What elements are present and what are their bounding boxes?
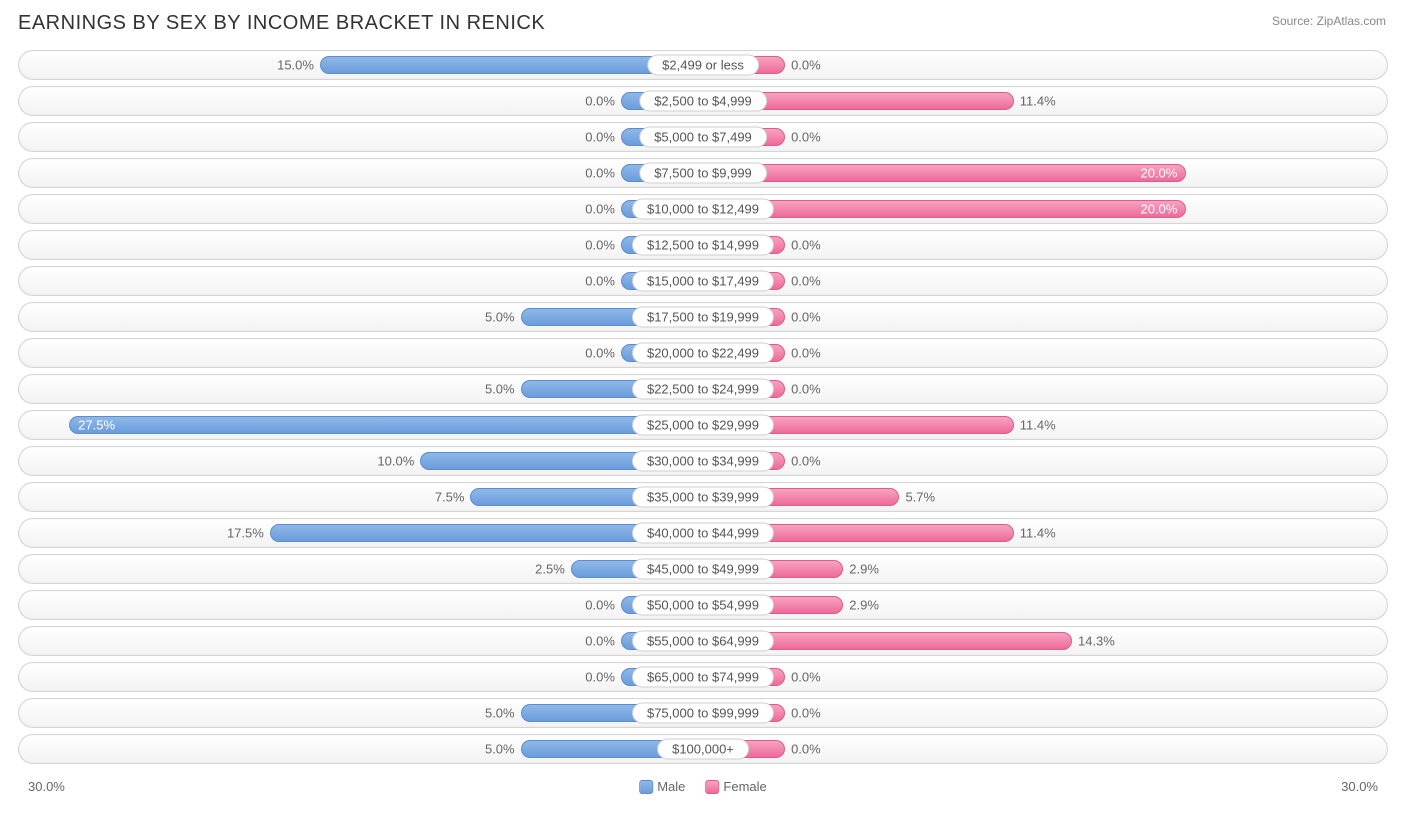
bracket-label: $22,500 to $24,999 xyxy=(632,379,774,400)
female-value-label: 5.7% xyxy=(905,490,935,505)
chart-row: 0.0% 2.9% $50,000 to $54,999 xyxy=(18,590,1388,620)
male-value-label: 0.0% xyxy=(585,598,615,613)
bracket-label: $65,000 to $74,999 xyxy=(632,667,774,688)
chart-row: 0.0% 20.0% $7,500 to $9,999 xyxy=(18,158,1388,188)
female-value-label: 20.0% xyxy=(1140,202,1177,217)
male-value-label: 10.0% xyxy=(377,454,414,469)
chart-row: 0.0% 11.4% $2,500 to $4,999 xyxy=(18,86,1388,116)
chart-row: 27.5% 11.4% $25,000 to $29,999 xyxy=(18,410,1388,440)
axis-legend-row: 30.0% 30.0% Male Female xyxy=(18,779,1388,799)
chart-row: 7.5% 5.7% $35,000 to $39,999 xyxy=(18,482,1388,512)
bracket-label: $17,500 to $19,999 xyxy=(632,307,774,328)
chart-row: 17.5% 11.4% $40,000 to $44,999 xyxy=(18,518,1388,548)
male-value-label: 0.0% xyxy=(585,130,615,145)
chart-row: 0.0% 0.0% $12,500 to $14,999 xyxy=(18,230,1388,260)
chart-row: 0.0% 14.3% $55,000 to $64,999 xyxy=(18,626,1388,656)
male-value-label: 0.0% xyxy=(585,346,615,361)
female-value-label: 0.0% xyxy=(791,130,821,145)
axis-max-left: 30.0% xyxy=(28,779,65,794)
legend-male: Male xyxy=(639,779,685,794)
legend-swatch-female xyxy=(705,780,719,794)
bracket-label: $15,000 to $17,499 xyxy=(632,271,774,292)
chart-row: 0.0% 20.0% $10,000 to $12,499 xyxy=(18,194,1388,224)
female-bar: 20.0% xyxy=(703,200,1186,218)
female-value-label: 0.0% xyxy=(791,346,821,361)
bracket-label: $30,000 to $34,999 xyxy=(632,451,774,472)
male-bar: 27.5% xyxy=(69,416,703,434)
chart-row: 5.0% 0.0% $17,500 to $19,999 xyxy=(18,302,1388,332)
source-attribution: Source: ZipAtlas.com xyxy=(1272,14,1386,28)
chart-row: 15.0% 0.0% $2,499 or less xyxy=(18,50,1388,80)
chart-row: 0.0% 0.0% $5,000 to $7,499 xyxy=(18,122,1388,152)
male-value-label: 0.0% xyxy=(585,634,615,649)
chart-row: 0.0% 0.0% $65,000 to $74,999 xyxy=(18,662,1388,692)
legend-female: Female xyxy=(705,779,766,794)
male-value-label: 5.0% xyxy=(485,382,515,397)
male-value-label: 0.0% xyxy=(585,238,615,253)
male-bar xyxy=(320,56,703,74)
chart-area: 15.0% 0.0% $2,499 or less 0.0% 11.4% $2,500 t… xyxy=(18,50,1388,775)
bracket-label: $50,000 to $54,999 xyxy=(632,595,774,616)
bracket-label: $25,000 to $29,999 xyxy=(632,415,774,436)
bracket-label: $7,500 to $9,999 xyxy=(639,163,767,184)
female-value-label: 0.0% xyxy=(791,382,821,397)
female-value-label: 0.0% xyxy=(791,454,821,469)
female-value-label: 14.3% xyxy=(1078,634,1115,649)
chart-row: 5.0% 0.0% $100,000+ xyxy=(18,734,1388,764)
male-value-label: 0.0% xyxy=(585,274,615,289)
legend: Male Female xyxy=(639,779,767,794)
male-value-label: 0.0% xyxy=(585,202,615,217)
legend-label-male: Male xyxy=(657,779,685,794)
female-value-label: 0.0% xyxy=(791,706,821,721)
male-value-label: 0.0% xyxy=(585,670,615,685)
female-value-label: 11.4% xyxy=(1020,526,1056,541)
female-value-label: 0.0% xyxy=(791,670,821,685)
male-value-label: 15.0% xyxy=(277,58,314,73)
female-value-label: 0.0% xyxy=(791,310,821,325)
bracket-label: $2,500 to $4,999 xyxy=(639,91,767,112)
axis-max-right: 30.0% xyxy=(1341,779,1378,794)
female-value-label: 0.0% xyxy=(791,58,821,73)
bracket-label: $45,000 to $49,999 xyxy=(632,559,774,580)
chart-row: 5.0% 0.0% $22,500 to $24,999 xyxy=(18,374,1388,404)
male-value-label: 5.0% xyxy=(485,706,515,721)
male-value-label: 5.0% xyxy=(485,310,515,325)
chart-row: 5.0% 0.0% $75,000 to $99,999 xyxy=(18,698,1388,728)
female-value-label: 0.0% xyxy=(791,742,821,757)
female-value-label: 0.0% xyxy=(791,238,821,253)
male-value-label: 0.0% xyxy=(585,166,615,181)
chart-row: 10.0% 0.0% $30,000 to $34,999 xyxy=(18,446,1388,476)
female-value-label: 0.0% xyxy=(791,274,821,289)
legend-swatch-male xyxy=(639,780,653,794)
bracket-label: $100,000+ xyxy=(657,739,749,760)
female-value-label: 2.9% xyxy=(849,598,879,613)
bracket-label: $20,000 to $22,499 xyxy=(632,343,774,364)
chart-row: 2.5% 2.9% $45,000 to $49,999 xyxy=(18,554,1388,584)
bracket-label: $5,000 to $7,499 xyxy=(639,127,767,148)
female-bar: 20.0% xyxy=(703,164,1186,182)
legend-label-female: Female xyxy=(723,779,766,794)
bracket-label: $75,000 to $99,999 xyxy=(632,703,774,724)
chart-row: 0.0% 0.0% $15,000 to $17,499 xyxy=(18,266,1388,296)
male-value-label: 7.5% xyxy=(435,490,465,505)
male-value-label: 2.5% xyxy=(535,562,565,577)
bracket-label: $35,000 to $39,999 xyxy=(632,487,774,508)
female-value-label: 11.4% xyxy=(1020,94,1056,109)
bracket-label: $10,000 to $12,499 xyxy=(632,199,774,220)
chart-title: EARNINGS BY SEX BY INCOME BRACKET IN REN… xyxy=(18,12,545,35)
female-value-label: 20.0% xyxy=(1140,166,1177,181)
male-value-label: 27.5% xyxy=(78,418,115,433)
chart-row: 0.0% 0.0% $20,000 to $22,499 xyxy=(18,338,1388,368)
male-value-label: 0.0% xyxy=(585,94,615,109)
female-value-label: 2.9% xyxy=(849,562,879,577)
bracket-label: $55,000 to $64,999 xyxy=(632,631,774,652)
bracket-label: $2,499 or less xyxy=(647,55,759,76)
bracket-label: $40,000 to $44,999 xyxy=(632,523,774,544)
female-value-label: 11.4% xyxy=(1020,418,1056,433)
male-value-label: 5.0% xyxy=(485,742,515,757)
bracket-label: $12,500 to $14,999 xyxy=(632,235,774,256)
male-value-label: 17.5% xyxy=(227,526,264,541)
